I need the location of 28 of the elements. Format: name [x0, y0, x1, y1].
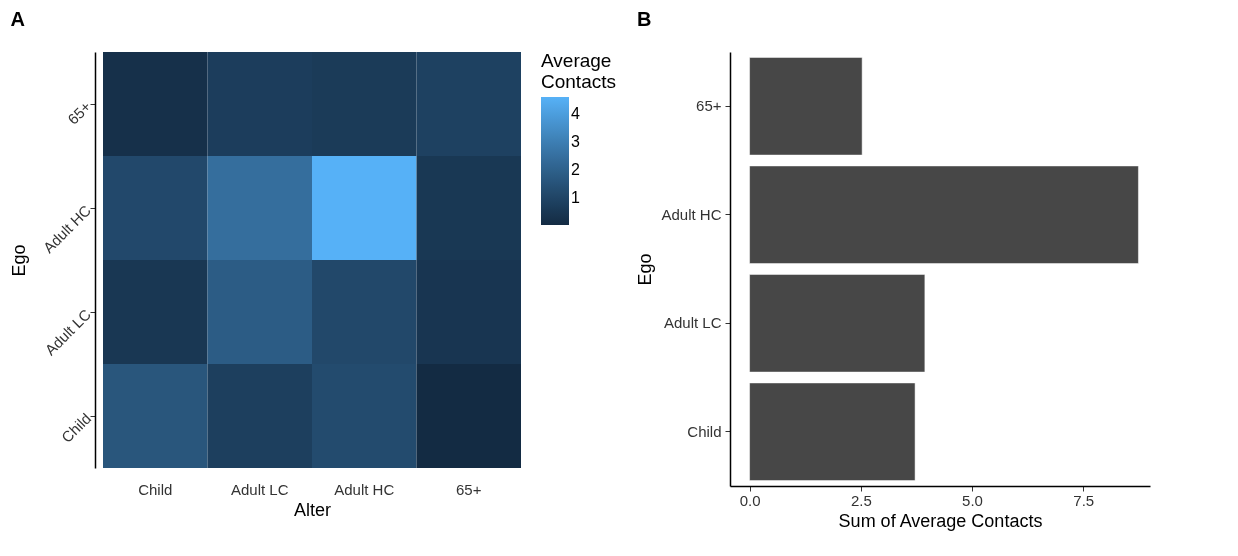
- x-tick-label: 2.5: [850, 491, 872, 509]
- y-axis-title: Ego: [635, 253, 656, 286]
- y-tick-label: 65+: [696, 97, 722, 115]
- color-bar-title: Average Contacts: [541, 50, 616, 92]
- y-axis-title: Ego: [9, 244, 30, 277]
- x-tick-label: 65+: [456, 480, 482, 498]
- x-tick-label: Adult LC: [230, 480, 289, 498]
- x-axis-title: Alter: [293, 499, 332, 520]
- x-tick-label: Adult HC: [334, 480, 395, 498]
- x-tick-label: 7.5: [1073, 491, 1095, 509]
- color-bar-label: 4: [571, 104, 580, 122]
- x-axis-title: Sum of Average Contacts: [838, 510, 1043, 531]
- chart-title: A: [10, 8, 26, 30]
- bar: [749, 165, 1139, 264]
- chart-title: B: [636, 8, 652, 30]
- color-bar-label: 2: [571, 161, 580, 179]
- bar: [749, 382, 916, 481]
- x-tick-label: Child: [138, 480, 173, 498]
- color-bar-label: 1: [571, 189, 580, 207]
- color-bar-label: 3: [571, 133, 580, 151]
- y-tick-label: 65+: [64, 97, 95, 128]
- x-tick-label: 0.0: [739, 491, 761, 509]
- x-tick-label: 5.0: [962, 491, 983, 509]
- y-tick-label: Adult HC: [661, 205, 722, 223]
- bar: [749, 274, 926, 373]
- y-tick-label: Child: [687, 422, 722, 440]
- bar: [749, 57, 863, 156]
- y-tick-label: Adult LC: [663, 314, 722, 332]
